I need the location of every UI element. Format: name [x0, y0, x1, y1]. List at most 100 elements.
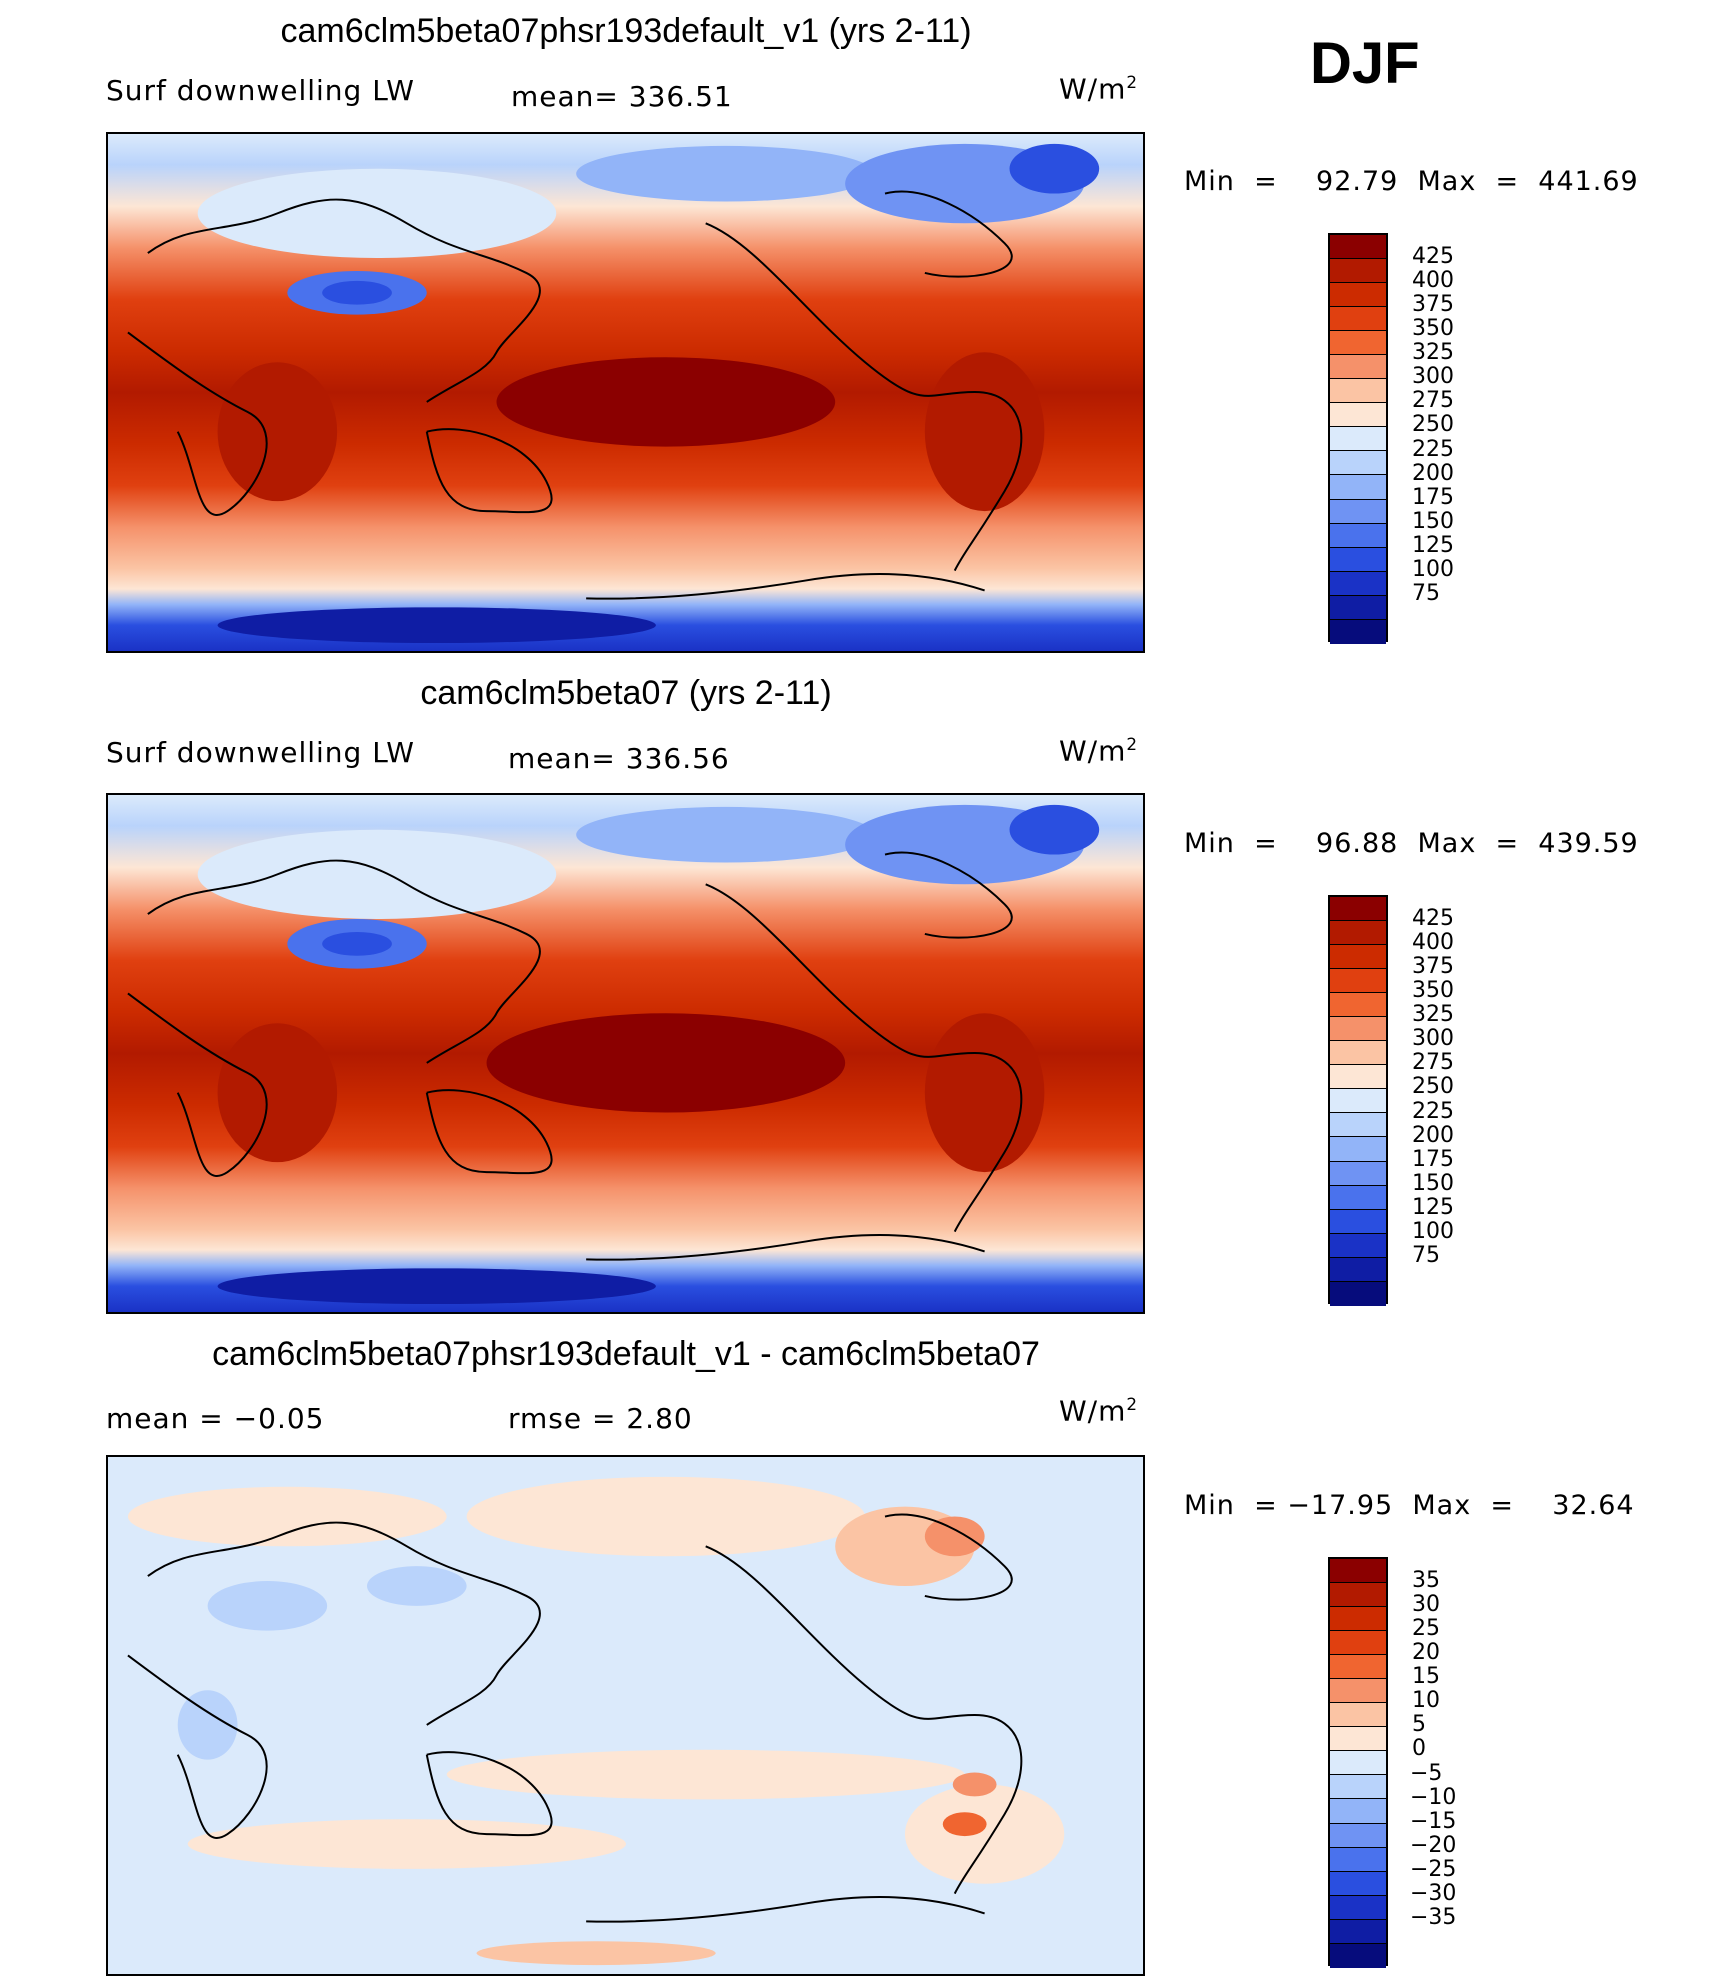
colorbar-tick-label: 100: [1412, 556, 1454, 582]
colorbar-tick-label: 0: [1412, 1736, 1426, 1762]
colorbar-tick-label: 25: [1412, 1616, 1440, 1642]
colorbar-tick-label: 300: [1412, 364, 1454, 390]
panel-1-title: cam6clm5beta07phsr193default_v1 (yrs 2-1…: [280, 12, 972, 50]
colorbar-swatch: [1330, 475, 1386, 500]
colorbar-tick-label: 375: [1412, 292, 1454, 318]
panel-1-mean: mean= 336.51: [511, 80, 733, 113]
colorbar-swatch: [1330, 1631, 1386, 1656]
colorbar-swatch: [1330, 1583, 1386, 1608]
colorbar-swatch: [1330, 1113, 1386, 1138]
colorbar-swatch: [1330, 1799, 1386, 1824]
colorbar-tick-label: 200: [1412, 1122, 1454, 1148]
colorbar-tick-label: 250: [1412, 1074, 1454, 1100]
colorbar-swatch: [1330, 403, 1386, 428]
colorbar-tick-label: 10: [1412, 1688, 1440, 1714]
colorbar-swatch: [1330, 283, 1386, 308]
colorbar-swatch: [1330, 307, 1386, 332]
colorbar-swatch: [1330, 969, 1386, 994]
panel-3-map: [106, 1455, 1145, 1976]
colorbar-tick-label: 200: [1412, 460, 1454, 486]
panel-1-minmax: Min = 92.79 Max = 441.69: [1184, 166, 1639, 197]
colorbar-tick-label: 175: [1412, 484, 1454, 510]
colorbar-tick-label: 15: [1412, 1664, 1440, 1690]
colorbar-swatch: [1330, 1089, 1386, 1114]
colorbar-swatch: [1330, 1727, 1386, 1752]
colorbar-swatch: [1330, 499, 1386, 524]
colorbar-tick-label: 150: [1412, 508, 1454, 534]
colorbar-swatch: [1330, 355, 1386, 380]
colorbar-tick-label: −10: [1410, 1784, 1457, 1810]
colorbar-swatch: [1330, 1185, 1386, 1210]
colorbar-swatch: [1330, 1751, 1386, 1776]
panel-1-field: [108, 134, 1143, 651]
colorbar-tick-label: 425: [1412, 906, 1454, 932]
colorbar-swatch: [1330, 523, 1386, 548]
colorbar-swatch: [1330, 451, 1386, 476]
colorbar-swatch: [1330, 921, 1386, 946]
colorbar-swatch: [1330, 1607, 1386, 1632]
panel-2-field: [108, 795, 1143, 1312]
colorbar-tick-label: 325: [1412, 340, 1454, 366]
panel-3-colorbar: [1328, 1557, 1388, 1968]
panel-1-units: W/m2: [1059, 72, 1139, 106]
panel-3-rmse: rmse = 2.80: [508, 1402, 693, 1435]
colorbar-swatch: [1330, 1559, 1386, 1584]
colorbar-tick-label: 20: [1412, 1640, 1440, 1666]
colorbar-tick-label: 400: [1412, 930, 1454, 956]
colorbar-tick-label: 125: [1412, 1194, 1454, 1220]
colorbar-swatch: [1330, 1233, 1386, 1258]
colorbar-tick-label: 30: [1412, 1592, 1440, 1618]
colorbar-tick-label: 425: [1412, 244, 1454, 270]
colorbar-tick-label: 400: [1412, 268, 1454, 294]
colorbar-swatch: [1330, 1823, 1386, 1848]
colorbar-swatch: [1330, 235, 1386, 260]
colorbar-tick-label: 150: [1412, 1170, 1454, 1196]
colorbar-tick-label: 350: [1412, 316, 1454, 342]
panel-2-title: cam6clm5beta07 (yrs 2-11): [420, 674, 832, 712]
colorbar-swatch: [1330, 1919, 1386, 1944]
colorbar-swatch: [1330, 547, 1386, 572]
panel-2-minmax: Min = 96.88 Max = 439.59: [1184, 828, 1639, 859]
panel-1-colorbar: [1328, 233, 1388, 644]
colorbar-swatch: [1330, 993, 1386, 1018]
colorbar-tick-label: 275: [1412, 388, 1454, 414]
colorbar-tick-label: 325: [1412, 1002, 1454, 1028]
colorbar-swatch: [1330, 1281, 1386, 1306]
colorbar-tick-label: 350: [1412, 978, 1454, 1004]
panel-1-variable-label: Surf downwelling LW: [106, 74, 415, 107]
panel-3-minmax: Min = −17.95 Max = 32.64: [1184, 1490, 1635, 1521]
colorbar-swatch: [1330, 1895, 1386, 1920]
colorbar-swatch: [1330, 1655, 1386, 1680]
colorbar-swatch: [1330, 259, 1386, 284]
panel-3-title: cam6clm5beta07phsr193default_v1 - cam6cl…: [212, 1335, 1040, 1373]
panel-2-colorbar: [1328, 895, 1388, 1306]
colorbar-tick-label: −35: [1410, 1904, 1457, 1930]
colorbar-tick-label: 250: [1412, 412, 1454, 438]
colorbar-tick-label: 225: [1412, 436, 1454, 462]
colorbar-swatch: [1330, 1775, 1386, 1800]
panel-2-units: W/m2: [1059, 734, 1139, 768]
colorbar-swatch: [1330, 571, 1386, 596]
colorbar-swatch: [1330, 1847, 1386, 1872]
panel-2-variable-label: Surf downwelling LW: [106, 736, 415, 769]
colorbar-swatch: [1330, 1257, 1386, 1282]
panel-3-units: W/m2: [1059, 1394, 1139, 1428]
colorbar-tick-label: −30: [1410, 1880, 1457, 1906]
colorbar-tick-label: 35: [1412, 1568, 1440, 1594]
colorbar-swatch: [1330, 1065, 1386, 1090]
colorbar-tick-label: 125: [1412, 532, 1454, 558]
colorbar-tick-label: 300: [1412, 1026, 1454, 1052]
colorbar-swatch: [1330, 1943, 1386, 1968]
colorbar-tick-label: −25: [1410, 1856, 1457, 1882]
season-label: DJF: [1310, 31, 1420, 96]
colorbar-swatch: [1330, 1871, 1386, 1896]
colorbar-swatch: [1330, 331, 1386, 356]
colorbar-swatch: [1330, 379, 1386, 404]
colorbar-tick-label: −5: [1410, 1760, 1443, 1786]
colorbar-swatch: [1330, 1161, 1386, 1186]
colorbar-tick-label: 100: [1412, 1218, 1454, 1244]
colorbar-tick-label: 225: [1412, 1098, 1454, 1124]
panel-2-map: [106, 793, 1145, 1314]
colorbar-swatch: [1330, 427, 1386, 452]
colorbar-tick-label: 375: [1412, 954, 1454, 980]
